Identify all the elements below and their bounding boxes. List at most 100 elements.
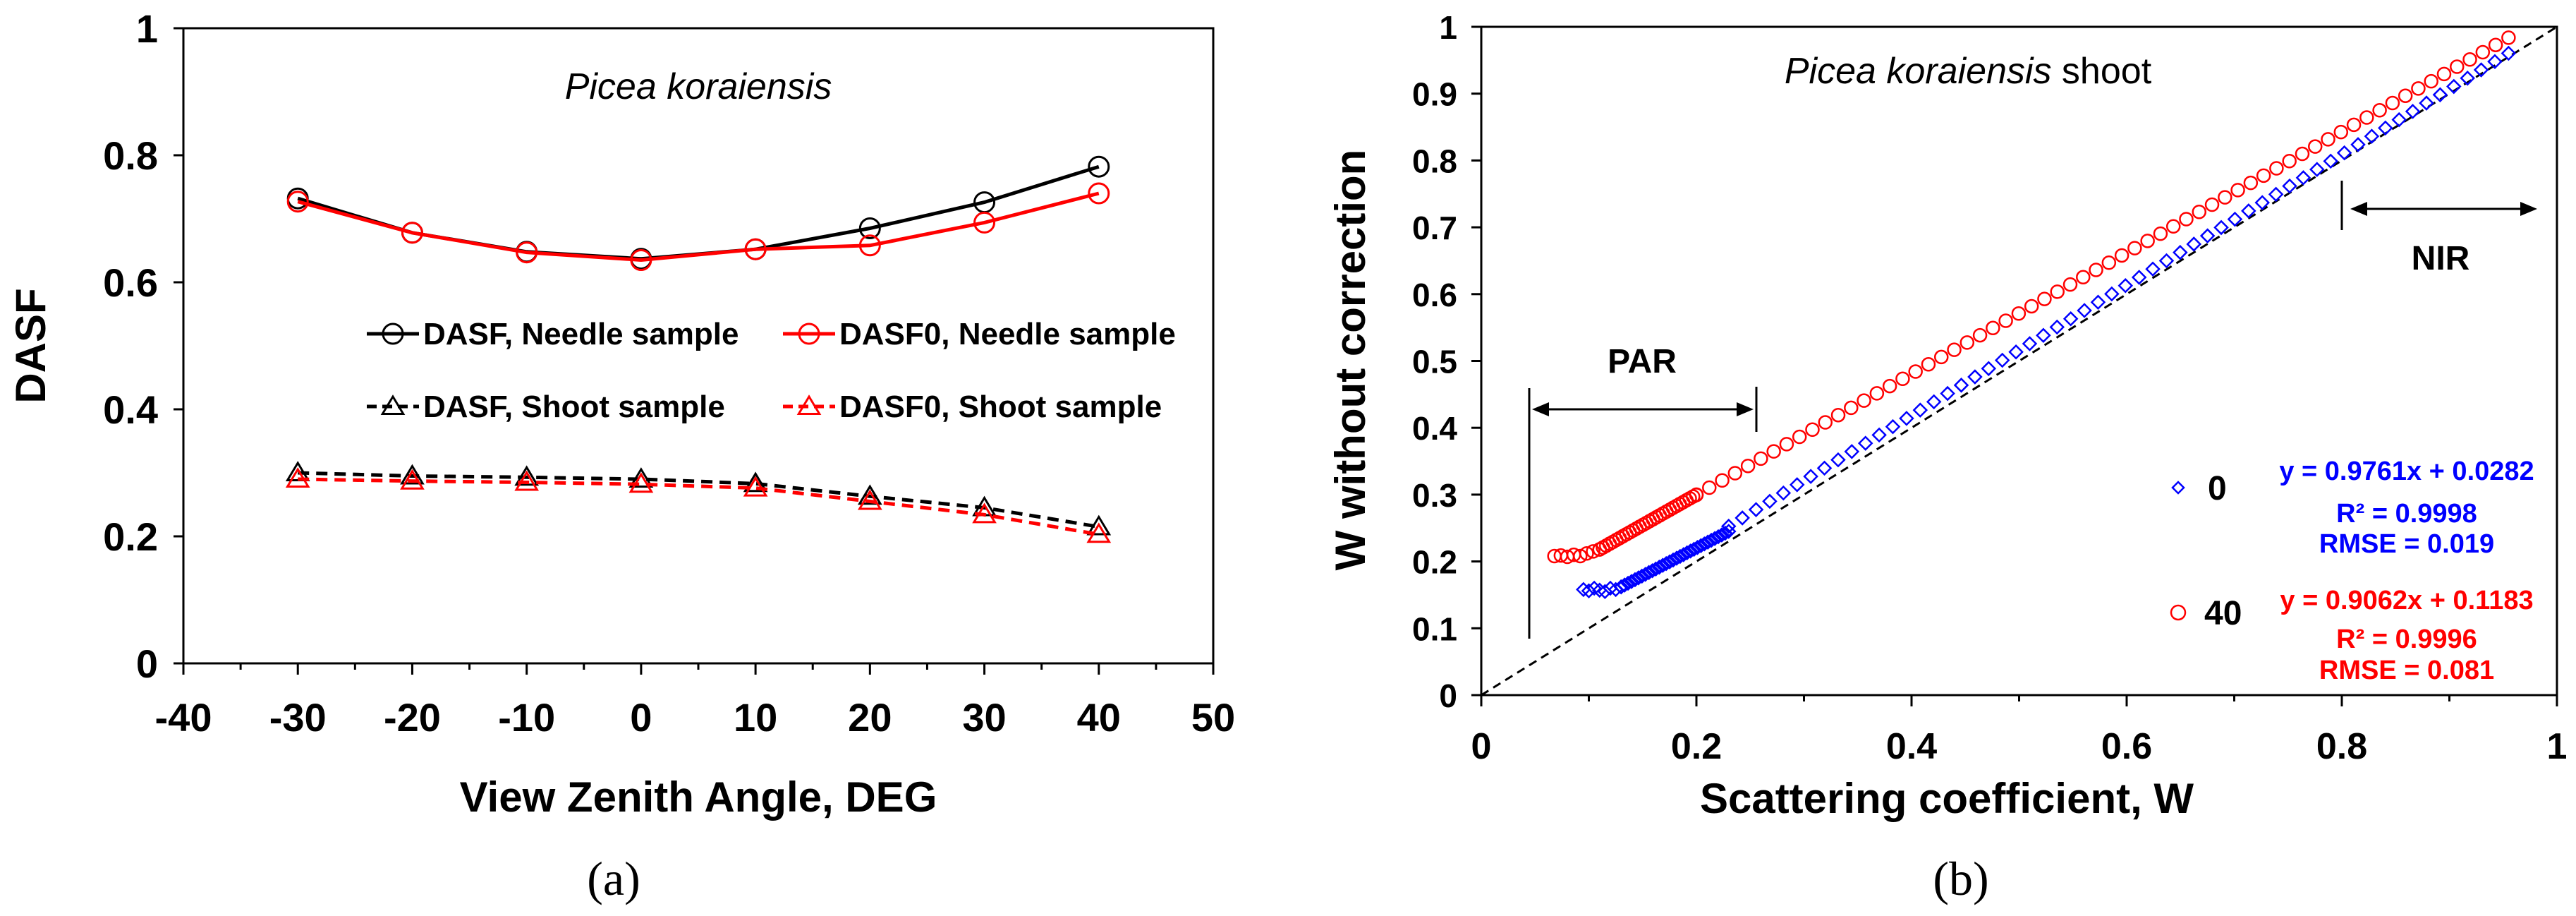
series-4-point	[972, 502, 997, 524]
panel-a-x-axis-label: View Zenith Angle, DEG	[460, 773, 937, 821]
series-40-point	[1818, 415, 1833, 430]
series-0-point	[2008, 344, 2024, 360]
series-40-point	[2230, 183, 2245, 198]
series-0-point	[2254, 195, 2270, 210]
series-40-point	[2475, 44, 2491, 60]
series-0-point	[1912, 402, 1928, 418]
series-0-point	[1624, 574, 1639, 589]
series-40-point	[1754, 451, 1768, 466]
series-40-point	[1947, 342, 1962, 357]
series-0-point	[2118, 277, 2134, 294]
panel-a-y-ticks: 0 0.2 0.4 0.6 0.8 1	[103, 6, 183, 686]
equation-series-40: y = 0.9062x + 0.1183	[2280, 586, 2533, 615]
series-2-point	[858, 234, 881, 257]
rmse-series-0: RMSE = 0.019	[2319, 529, 2494, 559]
series-40-point	[2295, 146, 2310, 162]
series-40-point	[2179, 212, 2194, 227]
panel-a-y-tick-label: 0.4	[103, 387, 158, 432]
series-1-point	[1088, 155, 1110, 178]
series-2-point	[286, 191, 309, 213]
series-0-point	[2391, 112, 2407, 128]
series-0-point	[2213, 219, 2229, 236]
series-40-point	[1857, 393, 1871, 408]
panel-b-x-axis-label: Scattering coefficient, W	[1700, 775, 2194, 822]
series-40-point	[1586, 544, 1600, 559]
series-0-point	[2378, 120, 2393, 136]
series-40-point	[1830, 407, 1846, 423]
series-0-point	[1748, 502, 1764, 517]
legend-marker-4	[796, 394, 822, 415]
series-0-point	[1651, 559, 1667, 575]
panel-a-series	[285, 155, 1112, 543]
nir-arrow-right-head	[2520, 202, 2537, 216]
legend-marker-3	[380, 394, 406, 415]
series-0-point	[2268, 186, 2284, 203]
series-40-point	[1727, 466, 1743, 481]
series-40-point	[1740, 458, 1756, 474]
series-40-point	[1869, 386, 1885, 401]
series-40-point	[1779, 437, 1794, 452]
panel-b-x-tick-label: 1	[2547, 726, 2568, 767]
series-0-point	[1620, 575, 1636, 591]
panel-b-chart: 0 0.1 0.2 0.3 0.4 0.5 0.6 0.7 0.8 0.9 1 0 0.2 0.4 0.6…	[1327, 9, 2567, 905]
series-40-point	[2450, 59, 2465, 74]
panel-a-y-tick-label: 0.6	[103, 260, 158, 305]
series-40-point	[2346, 117, 2362, 133]
series-4-point	[285, 467, 310, 488]
series-40-point	[1882, 378, 1897, 394]
series-0-point	[1700, 534, 1716, 550]
series-2-point	[744, 238, 767, 260]
series-0-point	[1665, 552, 1681, 568]
series-40-point	[2192, 204, 2207, 219]
panel-a-panel-label: (a)	[587, 852, 640, 905]
panel-a-x-tick-label: 20	[848, 695, 892, 740]
series-40-point	[2333, 124, 2349, 140]
series-40-point	[2204, 197, 2220, 212]
panel-b-y-tick-label: 0	[1439, 677, 1457, 714]
series-0-point	[1676, 547, 1691, 562]
series-0-point	[2323, 153, 2338, 169]
series-0-point	[1696, 536, 1713, 552]
series-line-4	[298, 477, 1100, 536]
panel-b-y-tick-label: 0.5	[1412, 344, 1457, 380]
series-40-point	[1573, 548, 1588, 564]
series-40-point	[2411, 81, 2426, 96]
series-0-point	[2364, 128, 2380, 144]
panel-a-x-tick-label: -20	[384, 695, 441, 740]
series-0-point	[1775, 485, 1792, 501]
series-40-point	[2140, 234, 2155, 248]
panel-b-y-axis-label: W without correction	[1327, 150, 1374, 571]
panel-a-y-tick-label: 0.8	[103, 133, 158, 178]
panel-b-x-tick-label: 0.2	[1671, 726, 1722, 767]
legend-marker-1	[382, 323, 404, 345]
series-0-point	[1803, 469, 1818, 484]
series-40-point	[1986, 320, 2000, 336]
panel-b-y-tick-label: 0.2	[1412, 544, 1457, 581]
series-0-point	[1871, 427, 1887, 443]
legend-circle-icon	[2170, 604, 2187, 621]
series-0-point	[1703, 532, 1719, 548]
series-4-point	[514, 470, 540, 491]
series-0-point	[1857, 435, 1873, 451]
series-0-point	[1816, 460, 1833, 476]
series-0-point	[1981, 361, 1997, 377]
rmse-series-40: RMSE = 0.081	[2319, 656, 2494, 685]
series-0-point	[1707, 531, 1723, 546]
series-1-point	[858, 217, 881, 239]
series-3-point	[1086, 514, 1112, 536]
series-0-point	[1662, 554, 1677, 570]
panel-a-title: Picea koraiensis	[565, 66, 832, 107]
series-line-2	[297, 191, 1100, 263]
series-3-point	[514, 465, 540, 486]
legend-label-3: DASF, Shoot sample	[423, 390, 725, 424]
series-3-point	[743, 471, 768, 493]
series-0-point	[1940, 385, 1955, 402]
series-0-point	[1631, 570, 1646, 586]
series-40-point	[2436, 66, 2452, 82]
series-0-point	[1885, 418, 1901, 435]
series-0-point	[1789, 477, 1805, 493]
panel-a-y-axis-label: DASF	[7, 288, 54, 403]
series-4-point	[400, 469, 425, 490]
series-0-point	[2350, 137, 2366, 152]
series-4-point	[743, 476, 768, 497]
